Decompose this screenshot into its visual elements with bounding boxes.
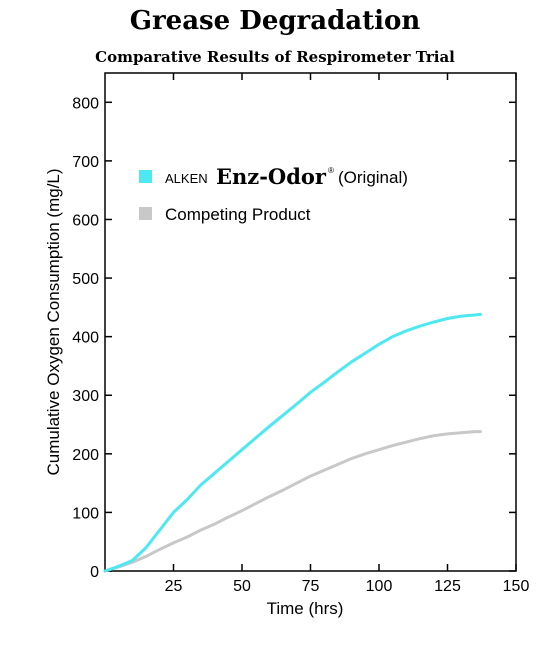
y-tick-label: 200 (72, 447, 99, 464)
legend-swatch-series1 (139, 170, 152, 183)
x-tick-label: 125 (434, 578, 461, 595)
y-tick-label: 700 (72, 154, 99, 171)
chart-title: Grease Degradation (129, 6, 421, 36)
series-line-enz-odor (103, 312, 482, 573)
y-tick-label: 100 (72, 505, 99, 522)
series-line-competing-product (103, 430, 482, 573)
x-tick-label: 50 (233, 578, 251, 595)
y-axis-label: Cumulative Oxygen Consumption (mg/L) (44, 168, 63, 475)
legend-series1-prefix: ALKEN (165, 171, 208, 186)
x-tick-label: 75 (302, 578, 320, 595)
y-tick-label: 500 (72, 271, 99, 288)
y-tick-label: 400 (72, 330, 99, 347)
legend-series1-suffix: (Original) (338, 168, 408, 187)
plot-frame (104, 72, 517, 572)
y-tick-label: 600 (72, 212, 99, 229)
legend-swatch-series2 (139, 207, 152, 220)
series-lines (103, 312, 482, 573)
legend-series1-brand: Enz-Odor (216, 164, 327, 189)
legend-series2-label: Competing Product (165, 205, 311, 224)
axis-ticks: 0 100 200 300 400 500 600 700 800 25 50 75 100 125 150 (72, 73, 529, 595)
x-axis-label: Time (hrs) (267, 599, 344, 618)
y-tick-label: 300 (72, 388, 99, 405)
legend: ALKEN Enz-Odor ® (Original) Competing Pr… (139, 164, 408, 224)
x-tick-label: 100 (366, 578, 393, 595)
x-tick-label: 25 (165, 578, 183, 595)
y-tick-label: 0 (90, 564, 99, 581)
y-tick-label: 800 (72, 95, 99, 112)
x-tick-label: 150 (503, 578, 530, 595)
legend-series1-reg: ® (328, 166, 334, 175)
chart-subtitle: Comparative Results of Respirometer Tria… (95, 48, 455, 66)
